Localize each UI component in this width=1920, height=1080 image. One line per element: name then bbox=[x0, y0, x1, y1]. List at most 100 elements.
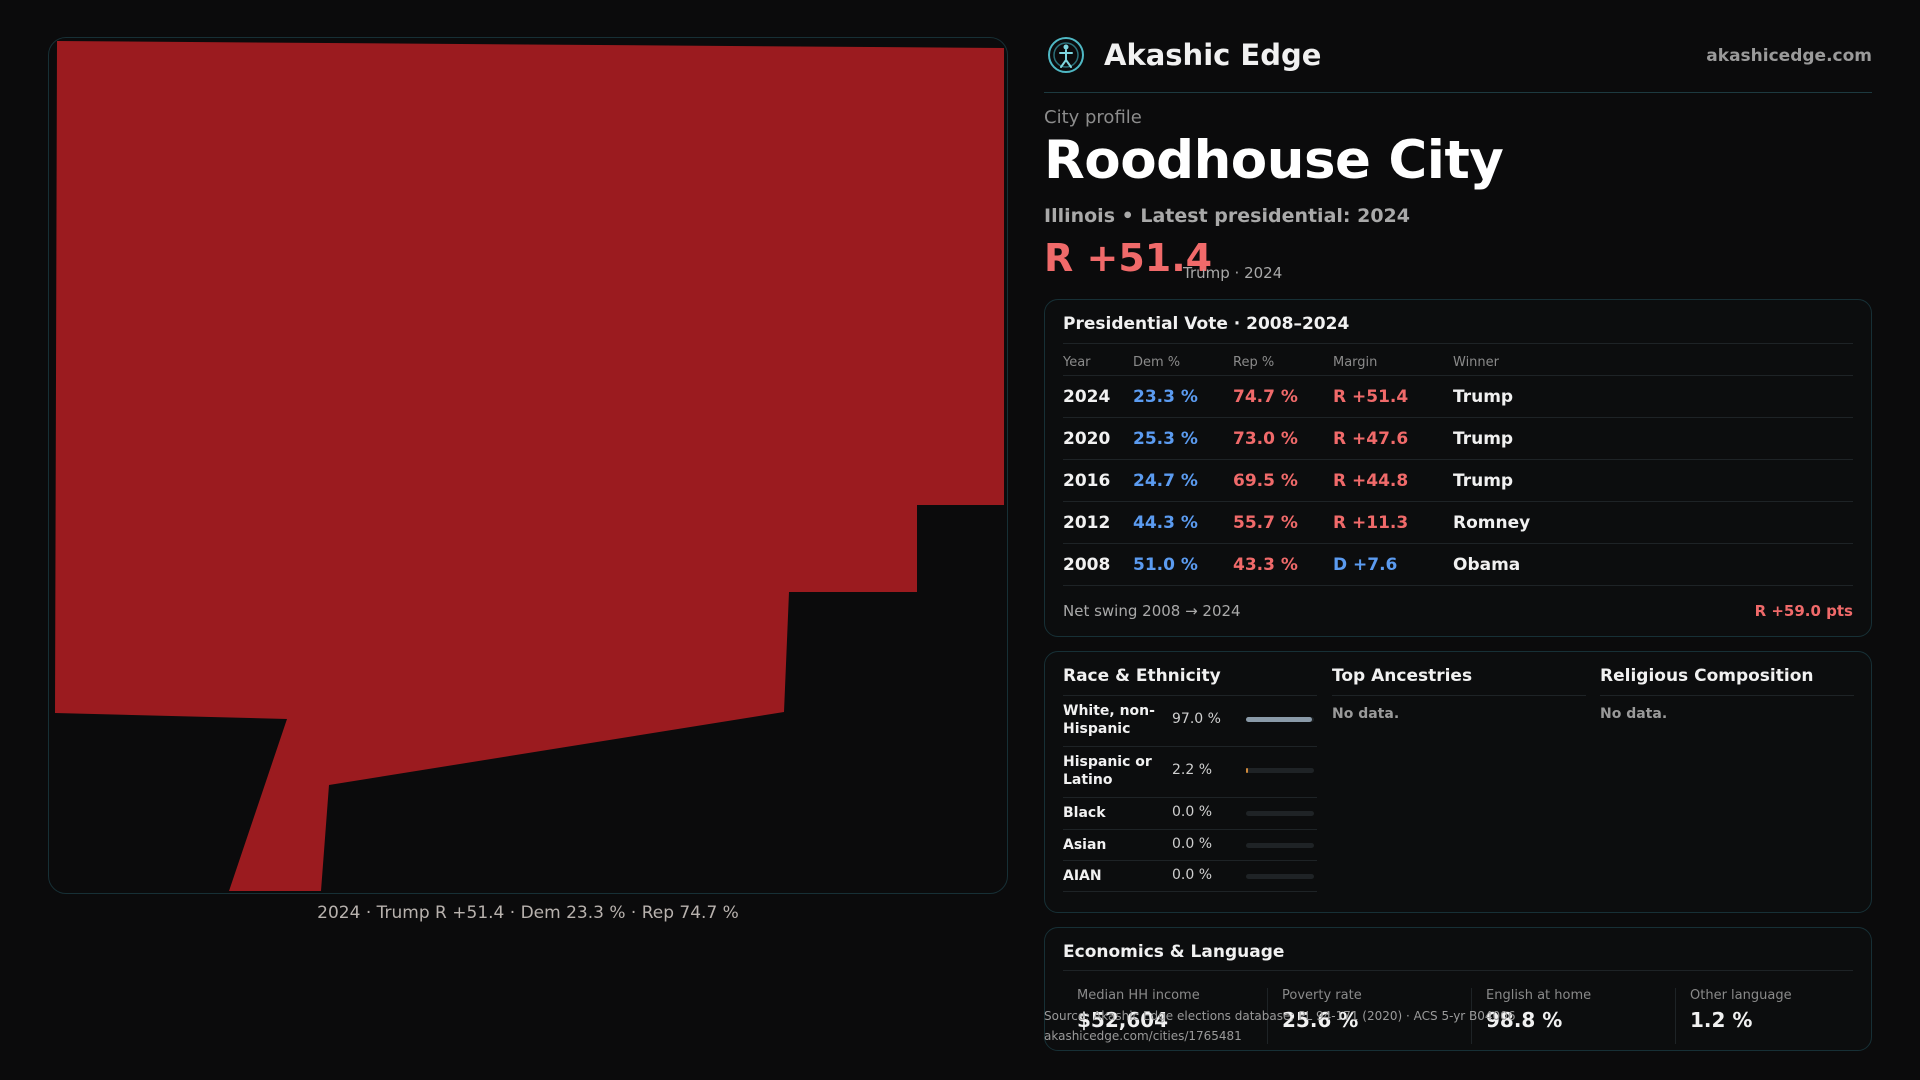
city-map[interactable] bbox=[48, 37, 1008, 894]
col-header-dem: Dem % bbox=[1133, 355, 1181, 370]
row-rep: 69.5 % bbox=[1233, 471, 1298, 491]
card-title: Presidential Vote · 2008–2024 bbox=[1063, 314, 1350, 334]
row-rep: 74.7 % bbox=[1233, 387, 1298, 407]
table-header-row: Year Dem % Rep % Margin Winner bbox=[1063, 347, 1853, 376]
race-value: 0.0 % bbox=[1172, 836, 1213, 852]
row-rep: 55.7 % bbox=[1233, 513, 1298, 533]
row-margin: R +44.8 bbox=[1333, 471, 1409, 491]
source-text: Source: Akashic Edge elections database;… bbox=[1044, 1009, 1516, 1023]
section-title: Top Ancestries bbox=[1332, 666, 1586, 696]
religious-composition-section: Religious Composition No data. bbox=[1600, 666, 1854, 722]
stat-english-at-home: English at home 98.8 % bbox=[1471, 988, 1661, 1044]
row-margin: R +47.6 bbox=[1333, 429, 1409, 449]
row-dem: 44.3 % bbox=[1133, 513, 1198, 533]
row-winner: Obama bbox=[1453, 555, 1521, 575]
headline-margin: R +51.4 bbox=[1044, 236, 1213, 280]
race-row: Black 0.0 % bbox=[1063, 798, 1317, 830]
brand-url-link[interactable]: akashicedge.com bbox=[1706, 46, 1872, 66]
race-value: 0.0 % bbox=[1172, 804, 1213, 820]
row-margin: R +51.4 bbox=[1333, 387, 1409, 407]
stat-other-language: Other language 1.2 % bbox=[1675, 988, 1865, 1044]
stat-value: 98.8 % bbox=[1486, 1008, 1563, 1032]
row-dem: 23.3 % bbox=[1133, 387, 1198, 407]
row-year: 2012 bbox=[1063, 513, 1111, 533]
page-subtitle: Illinois • Latest presidential: 2024 bbox=[1044, 205, 1411, 227]
row-margin: D +7.6 bbox=[1333, 555, 1398, 575]
table-row: 2016 24.7 % 69.5 % R +44.8 Trump bbox=[1063, 460, 1853, 502]
race-label: Black bbox=[1063, 805, 1106, 821]
row-dem: 51.0 % bbox=[1133, 555, 1198, 575]
map-caption: 2024 · Trump R +51.4 · Dem 23.3 % · Rep … bbox=[317, 903, 739, 923]
row-year: 2020 bbox=[1063, 429, 1111, 449]
source-link[interactable]: akashicedge.com/cities/1765481 bbox=[1044, 1029, 1242, 1043]
row-winner: Trump bbox=[1453, 387, 1514, 407]
top-ancestries-section: Top Ancestries No data. bbox=[1332, 666, 1586, 722]
profile-panel: Akashic Edge akashicedge.com City profil… bbox=[1044, 0, 1872, 1080]
row-rep: 43.3 % bbox=[1233, 555, 1298, 575]
race-row: Hispanic or Latino 2.2 % bbox=[1063, 747, 1317, 798]
race-bar bbox=[1246, 843, 1314, 848]
table-row: 2024 23.3 % 74.7 % R +51.4 Trump bbox=[1063, 376, 1853, 418]
race-label: Hispanic or Latino bbox=[1063, 754, 1152, 788]
race-label: Asian bbox=[1063, 837, 1107, 853]
profile-eyebrow: City profile bbox=[1044, 107, 1142, 128]
row-winner: Trump bbox=[1453, 429, 1514, 449]
demographics-card: Race & Ethnicity White, non-Hispanic 97.… bbox=[1044, 651, 1872, 913]
header: Akashic Edge akashicedge.com bbox=[1044, 30, 1872, 93]
col-header-winner: Winner bbox=[1453, 355, 1500, 370]
race-value: 0.0 % bbox=[1172, 867, 1213, 883]
row-winner: Trump bbox=[1453, 471, 1514, 491]
row-margin: R +11.3 bbox=[1333, 513, 1409, 533]
race-bar bbox=[1246, 768, 1314, 773]
stat-label: Median HH income bbox=[1077, 988, 1200, 1003]
table-row: 2008 51.0 % 43.3 % D +7.6 Obama bbox=[1063, 544, 1853, 586]
stat-label: English at home bbox=[1486, 988, 1592, 1003]
empty-state: No data. bbox=[1600, 706, 1668, 722]
table-row: 2012 44.3 % 55.7 % R +11.3 Romney bbox=[1063, 502, 1853, 544]
race-row: Asian 0.0 % bbox=[1063, 830, 1317, 861]
race-value: 2.2 % bbox=[1172, 762, 1213, 778]
card-title: Economics & Language bbox=[1063, 942, 1285, 962]
row-dem: 25.3 % bbox=[1133, 429, 1198, 449]
stat-label: Other language bbox=[1690, 988, 1792, 1003]
page-title: Roodhouse City bbox=[1044, 130, 1504, 191]
brand-name: Akashic Edge bbox=[1104, 38, 1322, 72]
table-row: 2020 25.3 % 73.0 % R +47.6 Trump bbox=[1063, 418, 1853, 460]
row-dem: 24.7 % bbox=[1133, 471, 1198, 491]
race-bar bbox=[1246, 811, 1314, 816]
section-title: Race & Ethnicity bbox=[1063, 666, 1317, 696]
presidential-vote-card: Presidential Vote · 2008–2024 Year Dem %… bbox=[1044, 299, 1872, 637]
race-value: 97.0 % bbox=[1172, 711, 1221, 727]
city-boundary-shape[interactable] bbox=[55, 41, 1004, 891]
row-year: 2024 bbox=[1063, 387, 1111, 407]
row-winner: Romney bbox=[1453, 513, 1531, 533]
race-ethnicity-section: Race & Ethnicity White, non-Hispanic 97.… bbox=[1063, 666, 1317, 892]
source-footer: Source: Akashic Edge elections database;… bbox=[1044, 1006, 1515, 1046]
race-label: AIAN bbox=[1063, 868, 1102, 884]
race-bar bbox=[1246, 717, 1314, 722]
stat-value: 25.6 % bbox=[1282, 1008, 1359, 1032]
stat-poverty-rate: Poverty rate 25.6 % bbox=[1267, 988, 1457, 1044]
stat-median-income: Median HH income $52,604 bbox=[1063, 988, 1253, 1044]
net-swing-label: Net swing 2008 → 2024 bbox=[1063, 602, 1241, 620]
stat-value: 1.2 % bbox=[1690, 1008, 1753, 1032]
vote-table: Year Dem % Rep % Margin Winner 2024 23.3… bbox=[1063, 347, 1853, 586]
empty-state: No data. bbox=[1332, 706, 1400, 722]
row-year: 2008 bbox=[1063, 555, 1111, 575]
race-bar bbox=[1246, 874, 1314, 879]
race-row: AIAN 0.0 % bbox=[1063, 861, 1317, 892]
economics-language-card: Economics & Language Median HH income $5… bbox=[1044, 927, 1872, 1051]
city-boundary-svg bbox=[55, 41, 1004, 891]
race-label: White, non-Hispanic bbox=[1063, 703, 1155, 737]
net-swing-value: R +59.0 pts bbox=[1754, 602, 1853, 620]
col-header-rep: Rep % bbox=[1233, 355, 1275, 370]
akashic-logo-icon bbox=[1048, 37, 1084, 73]
section-title: Religious Composition bbox=[1600, 666, 1854, 696]
race-bar-fill bbox=[1246, 768, 1248, 773]
row-rep: 73.0 % bbox=[1233, 429, 1298, 449]
col-header-margin: Margin bbox=[1333, 355, 1378, 370]
stat-label: Poverty rate bbox=[1282, 988, 1362, 1003]
stat-value: $52,604 bbox=[1077, 1008, 1169, 1032]
divider bbox=[1063, 970, 1853, 971]
divider bbox=[1063, 343, 1853, 344]
